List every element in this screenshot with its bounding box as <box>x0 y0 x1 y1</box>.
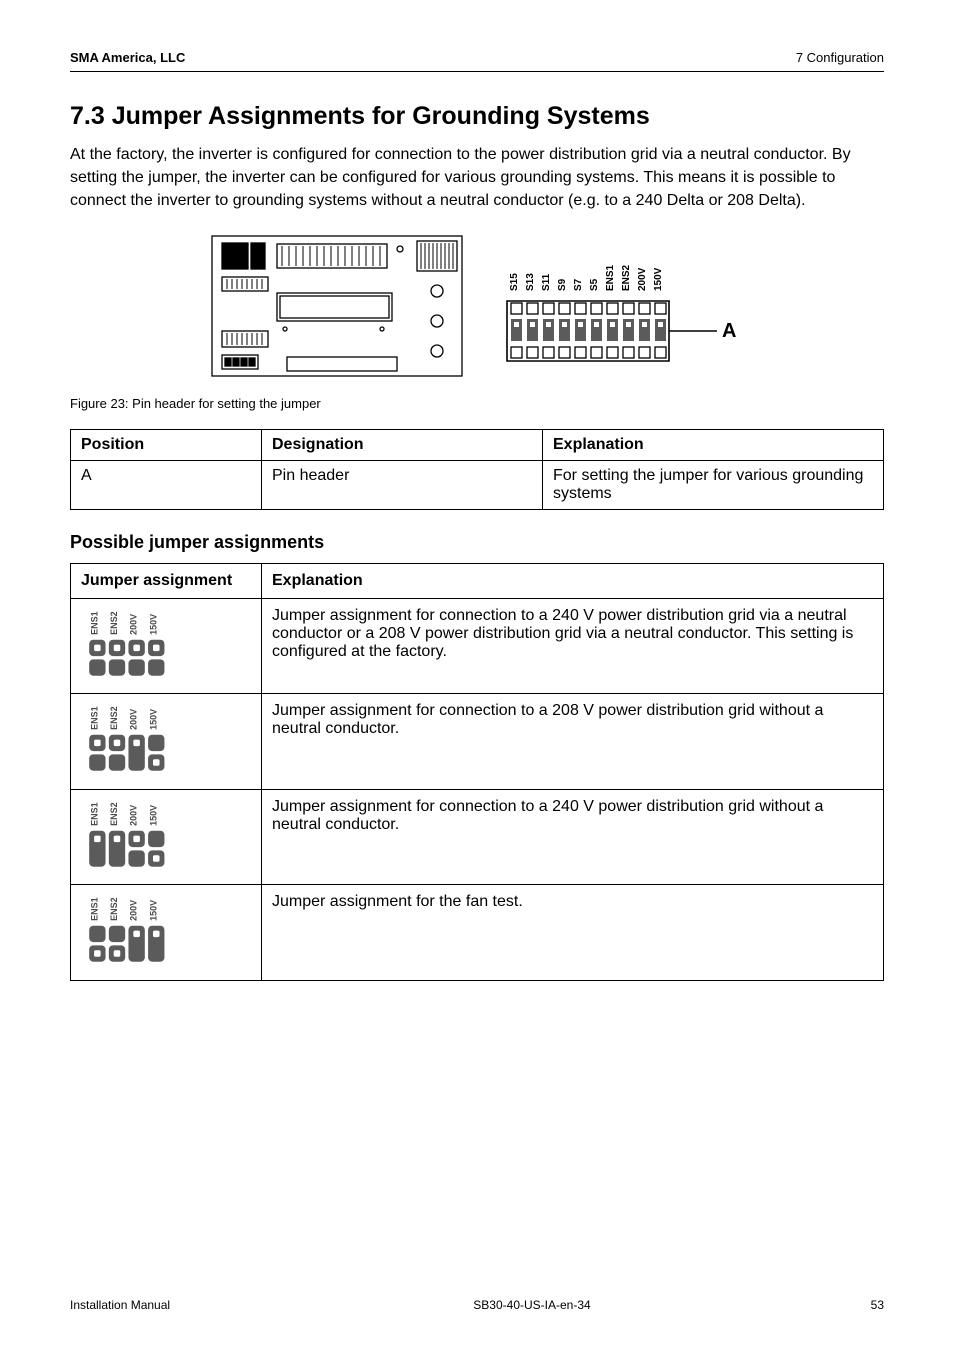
svg-text:ENS1: ENS1 <box>89 707 99 730</box>
svg-text:S13: S13 <box>525 272 536 290</box>
page-footer: Installation Manual SB30-40-US-IA-en-34 … <box>70 1298 884 1312</box>
svg-text:ENS2: ENS2 <box>109 707 119 730</box>
table-row: ENS1 ENS2 200V 150V Jumper assignment for th… <box>71 885 884 981</box>
jumper-assignment-icon: ENS1 ENS2 200V 150V <box>81 798 171 872</box>
svg-text:ENS1: ENS1 <box>89 611 99 634</box>
jumper-assignment-cell: ENS1 ENS2 200V 150V <box>71 694 262 790</box>
pos-a: A <box>71 460 262 509</box>
svg-text:ENS2: ENS2 <box>621 264 632 291</box>
jumper-assignment-cell: ENS1 ENS2 200V 150V <box>71 885 262 981</box>
table-row: ENS1 ENS2 200V 150V Jumper assignment for co… <box>71 598 884 694</box>
jumper-explanation-cell: Jumper assignment for connection to a 20… <box>262 694 884 790</box>
pos-designation: Pin header <box>262 460 543 509</box>
footer-left: Installation Manual <box>70 1298 220 1312</box>
svg-text:200V: 200V <box>129 900 139 921</box>
jumper-table-h2: Explanation <box>262 563 884 598</box>
table-row: ENS1 ENS2 200V 150V Jumper assignment for co… <box>71 789 884 885</box>
jumper-table-h1: Jumper assignment <box>71 563 262 598</box>
svg-text:ENS2: ENS2 <box>109 611 119 634</box>
jumper-assignment-cell: ENS1 ENS2 200V 150V <box>71 789 262 885</box>
svg-text:ENS1: ENS1 <box>89 802 99 825</box>
pos-explanation: For setting the jumper for various groun… <box>543 460 884 509</box>
svg-text:S9: S9 <box>557 278 568 291</box>
pin-header-diagram: S15 S13 S11 S9 S7 S5 ENS1 ENS2 200V 150V A <box>207 231 747 381</box>
jumper-assignment-cell: ENS1 ENS2 200V 150V <box>71 598 262 694</box>
svg-text:S5: S5 <box>589 278 600 291</box>
header-company: SMA America, LLC <box>70 50 185 65</box>
possible-jumper-heading: Possible jumper assignments <box>70 532 884 553</box>
svg-text:150V: 150V <box>653 267 664 291</box>
position-table-h1: Position <box>71 429 262 460</box>
svg-text:200V: 200V <box>129 709 139 730</box>
jumper-explanation-cell: Jumper assignment for the fan test. <box>262 885 884 981</box>
footer-page-number: 53 <box>844 1298 884 1312</box>
figure-caption: Figure 23: Pin header for setting the ju… <box>70 396 884 411</box>
jumper-assignment-icon: ENS1 ENS2 200V 150V <box>81 607 171 681</box>
svg-text:150V: 150V <box>148 709 158 730</box>
header-section: 7 Configuration <box>796 50 884 65</box>
jumper-table: Jumper assignment Explanation ENS1 ENS2 20… <box>70 563 884 982</box>
intro-paragraph: At the factory, the inverter is configur… <box>70 143 884 213</box>
jumper-explanation-cell: Jumper assignment for connection to a 24… <box>262 789 884 885</box>
svg-text:150V: 150V <box>148 805 158 826</box>
section-title: 7.3 Jumper Assignments for Grounding Sys… <box>70 102 884 131</box>
svg-text:ENS2: ENS2 <box>109 898 119 921</box>
figure-callout-a: A <box>722 320 736 342</box>
position-table-h2: Designation <box>262 429 543 460</box>
jumper-assignment-icon: ENS1 ENS2 200V 150V <box>81 702 171 776</box>
svg-text:200V: 200V <box>129 613 139 634</box>
footer-center: SB30-40-US-IA-en-34 <box>220 1298 844 1312</box>
figure-pin-header: S15 S13 S11 S9 S7 S5 ENS1 ENS2 200V 150V A <box>70 231 884 386</box>
jumper-explanation-cell: Jumper assignment for connection to a 24… <box>262 598 884 694</box>
svg-text:200V: 200V <box>129 805 139 826</box>
svg-text:S7: S7 <box>573 278 584 291</box>
position-table: Position Designation Explanation A Pin h… <box>70 429 884 510</box>
svg-text:S15: S15 <box>509 272 520 290</box>
header-divider <box>70 71 884 72</box>
table-row: A Pin header For setting the jumper for … <box>71 460 884 509</box>
svg-text:200V: 200V <box>637 267 648 291</box>
svg-text:ENS1: ENS1 <box>605 264 616 291</box>
svg-text:S11: S11 <box>541 273 552 291</box>
jumper-assignment-icon: ENS1 ENS2 200V 150V <box>81 893 171 967</box>
svg-text:ENS1: ENS1 <box>89 898 99 921</box>
svg-text:ENS2: ENS2 <box>109 802 119 825</box>
table-row: ENS1 ENS2 200V 150V Jumper assignment for co… <box>71 694 884 790</box>
position-table-h3: Explanation <box>543 429 884 460</box>
svg-text:150V: 150V <box>148 613 158 634</box>
svg-text:150V: 150V <box>148 900 158 921</box>
